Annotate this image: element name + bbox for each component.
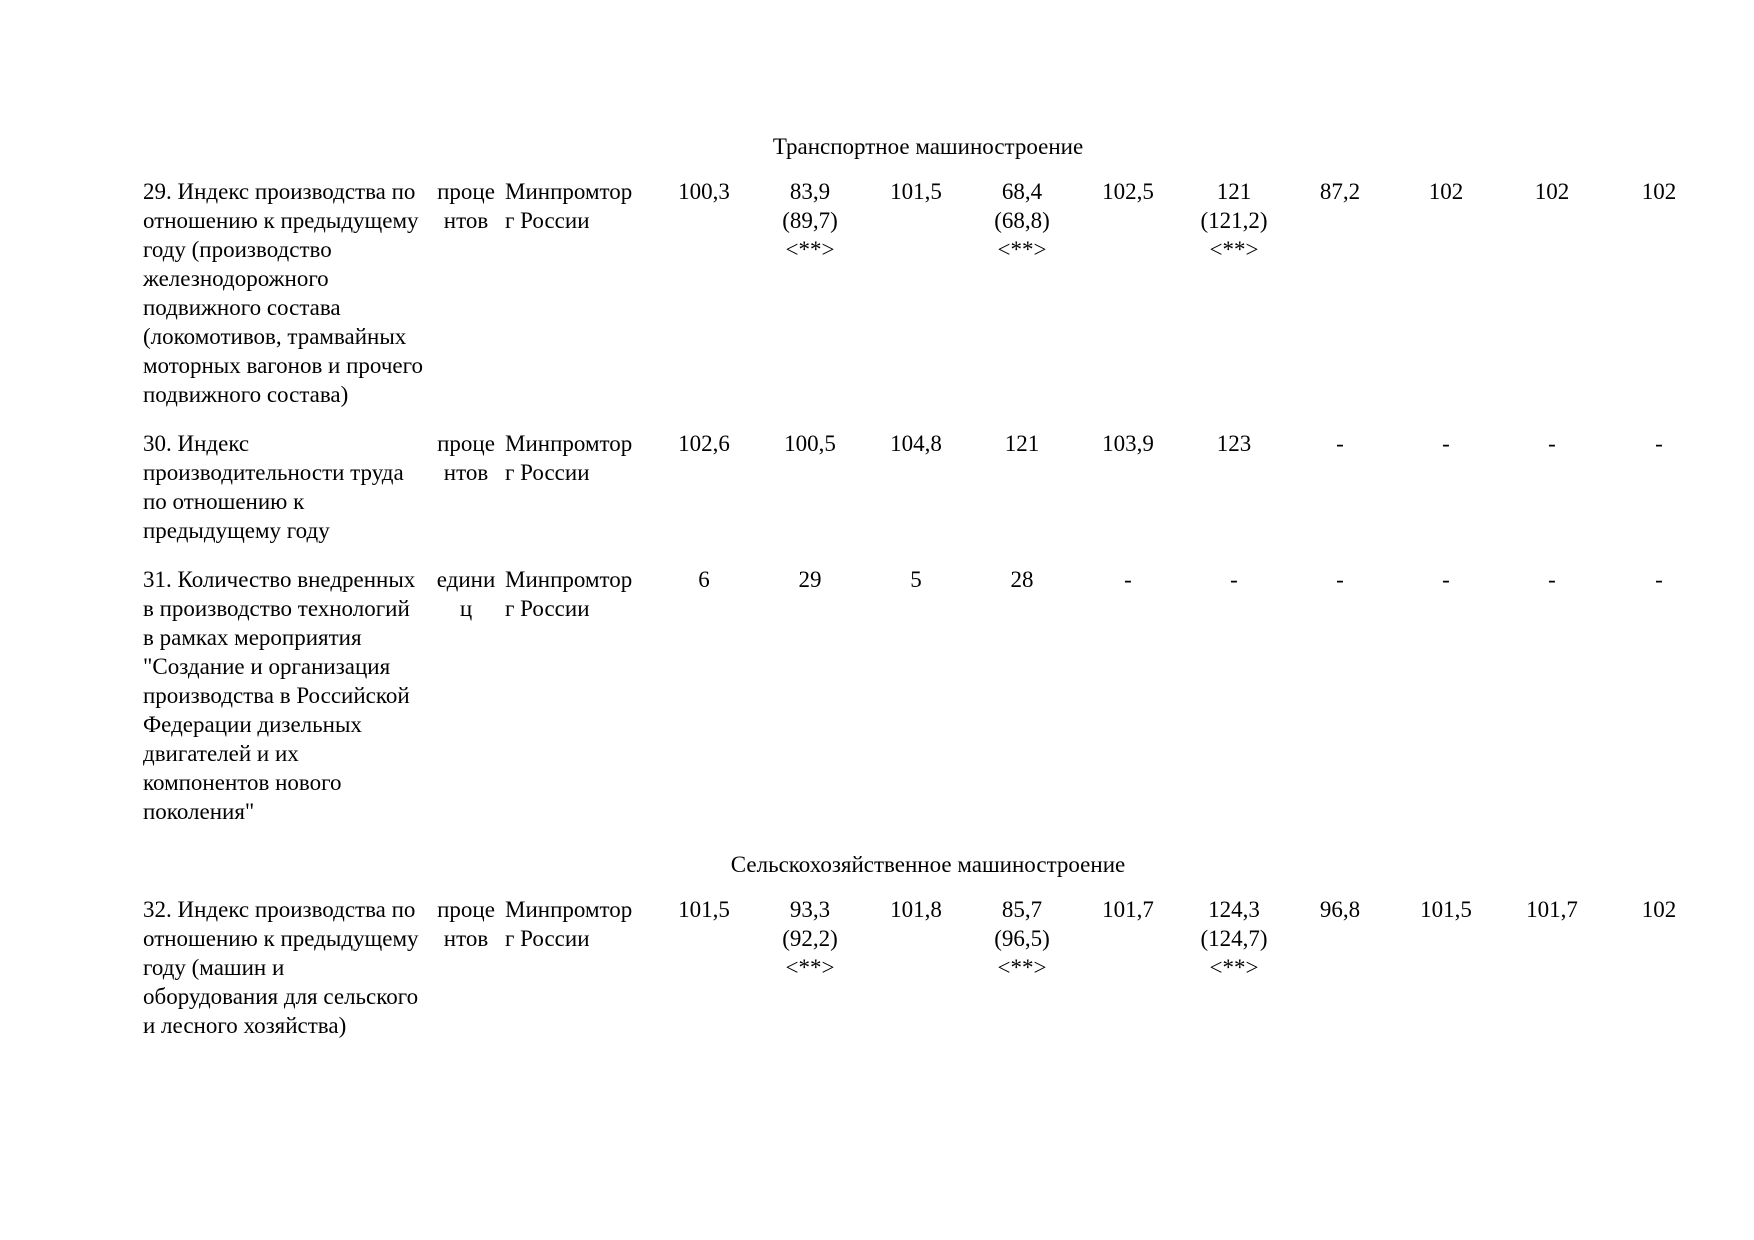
value-cell: 101,8 (890, 897, 942, 922)
indicator-row: 29. Индекс производства по отношению к п… (143, 177, 1713, 429)
value-cell: 102 (1534, 179, 1570, 204)
value-cell: 5 (910, 567, 922, 592)
value-cell: - (1442, 567, 1450, 592)
value-cell: 101,7 (1526, 897, 1578, 922)
value-cell: 102 (1641, 179, 1677, 204)
value-cell: 6 (698, 567, 710, 592)
value-cell: 28 (1010, 567, 1034, 592)
value-cell: - (1442, 431, 1450, 456)
value-cell: 101,5 (1420, 897, 1472, 922)
value-cell: - (1655, 567, 1663, 592)
value-cell: 87,2 (1319, 179, 1361, 204)
value-cell: 68,4 (68,8) <**> (994, 179, 1050, 262)
value-cell: - (1548, 431, 1556, 456)
value-cell: 29 (798, 567, 822, 592)
value-cell: 102,5 (1102, 179, 1154, 204)
value-cell: 121 (121,2) <**> (1200, 179, 1268, 262)
indicator-row: 32. Индекс производства по отношению к п… (143, 895, 1713, 1060)
section-row: Транспортное машиностроение (143, 128, 1713, 177)
value-cell: 123 (1216, 431, 1252, 456)
unit: процентов (437, 179, 495, 233)
value-cell: 85,7 (96,5) <**> (994, 897, 1050, 980)
responsible-org: Минпромторг России (505, 567, 633, 621)
indicator-row: 30. Индекс производительности труда по о… (143, 429, 1713, 565)
section-title: Транспортное машиностроение (772, 134, 1084, 159)
value-cell: 102 (1641, 897, 1677, 922)
section-title: Сельскохозяйственное машиностроение (730, 852, 1126, 877)
value-cell: 101,7 (1102, 897, 1154, 922)
value-cell: 100,3 (678, 179, 730, 204)
value-cell: 104,8 (890, 431, 942, 456)
value-cell: - (1336, 567, 1344, 592)
unit: единиц (436, 567, 496, 621)
responsible-org: Минпромторг России (505, 431, 633, 485)
value-cell: 121 (1004, 431, 1040, 456)
value-cell: 102,6 (678, 431, 730, 456)
value-cell: - (1655, 431, 1663, 456)
value-cell: - (1124, 567, 1132, 592)
value-cell: 100,5 (784, 431, 836, 456)
value-cell: 101,5 (890, 179, 942, 204)
indicator-row: 31. Количество внедренных в производство… (143, 565, 1713, 846)
section-row: Сельскохозяйственное машиностроение (143, 846, 1713, 895)
value-cell: 96,8 (1319, 897, 1361, 922)
indicator-name: 29. Индекс производства по отношению к п… (143, 179, 423, 407)
value-cell: - (1548, 567, 1556, 592)
responsible-org: Минпромторг России (505, 179, 633, 233)
unit: процентов (437, 431, 495, 485)
value-cell: - (1336, 431, 1344, 456)
unit: процентов (437, 897, 495, 951)
responsible-org: Минпромторг России (505, 897, 633, 951)
table-body: Транспортное машиностроение 29. Индекс пр… (143, 128, 1713, 1060)
indicator-name: 31. Количество внедренных в производство… (143, 567, 416, 824)
value-cell: 83,9 (89,7) <**> (782, 179, 838, 262)
value-cell: - (1230, 567, 1238, 592)
indicator-name: 32. Индекс производства по отношению к п… (143, 897, 419, 1038)
value-cell: 103,9 (1102, 431, 1154, 456)
value-cell: 93,3 (92,2) <**> (782, 897, 838, 980)
indicator-name: 30. Индекс производительности труда по о… (143, 431, 404, 543)
value-cell: 124,3 (124,7) <**> (1200, 897, 1268, 980)
value-cell: 102 (1428, 179, 1464, 204)
value-cell: 101,5 (678, 897, 730, 922)
document-table: Транспортное машиностроение 29. Индекс пр… (143, 128, 1713, 1060)
